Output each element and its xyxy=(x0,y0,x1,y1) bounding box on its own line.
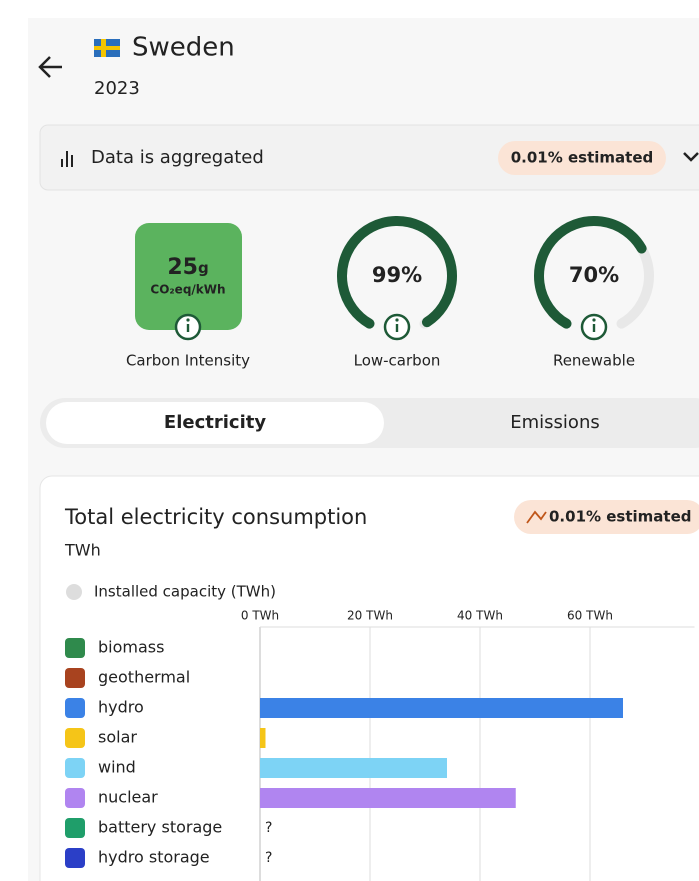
category-icon xyxy=(65,848,85,868)
category-label: battery storage xyxy=(98,818,222,837)
expand-chevron[interactable] xyxy=(683,152,699,162)
x-tick-label: 60 TWh xyxy=(567,609,613,623)
estimated-badge xyxy=(498,141,666,175)
category-label: hydro xyxy=(98,698,144,717)
value-label: ? xyxy=(265,820,272,836)
tab-electricity[interactable]: Electricity xyxy=(164,412,266,433)
x-tick-label: 40 TWh xyxy=(457,609,503,623)
category-icon xyxy=(65,818,85,838)
category-icon xyxy=(65,788,85,808)
back-button[interactable] xyxy=(38,56,62,78)
bar xyxy=(260,698,623,718)
category-icon xyxy=(65,638,85,658)
country: Sweden xyxy=(132,33,235,63)
estimated-text: 0.01% estimated xyxy=(511,149,654,167)
info-dot xyxy=(186,318,190,322)
bar xyxy=(260,788,516,808)
tab-active[interactable] xyxy=(46,402,384,444)
gauge-arc xyxy=(337,216,457,329)
ci-unit: g xyxy=(198,259,209,277)
gauge-caption: Renewable xyxy=(553,352,635,370)
ci-caption: Carbon Intensity xyxy=(126,352,250,370)
category-label: nuclear xyxy=(98,788,158,807)
panel-unit: TWh xyxy=(64,541,101,560)
x-tick-label: 20 TWh xyxy=(347,609,393,623)
gauge-label: 70% xyxy=(569,263,619,287)
carbon-intensity: 25g xyxy=(167,255,208,280)
category-label: biomass xyxy=(98,638,164,657)
category-label: hydro storage xyxy=(98,848,210,867)
carbon-intensity-box xyxy=(135,223,242,330)
bar xyxy=(260,728,266,748)
value-label: ? xyxy=(265,850,272,866)
category-icon xyxy=(65,728,85,748)
tab-emissions[interactable]: Emissions xyxy=(510,412,599,433)
category-icon xyxy=(65,668,85,688)
info-dot xyxy=(592,318,596,322)
gauge-arc xyxy=(534,216,647,329)
legend-dot[interactable] xyxy=(66,584,82,600)
ci-value: 25 xyxy=(167,255,198,280)
gauge-caption: Low-carbon xyxy=(354,352,441,370)
category-label: wind xyxy=(98,758,136,777)
aggregation-text: Data is aggregated xyxy=(91,147,264,168)
flag xyxy=(94,39,120,57)
category-label: solar xyxy=(98,728,137,747)
badge-icon xyxy=(526,510,547,524)
gauge-label: 99% xyxy=(372,263,422,287)
bar xyxy=(260,758,447,778)
panel-title: Total electricity consumption xyxy=(64,505,367,529)
info-glyph xyxy=(395,324,399,332)
x-tick-label: 0 TWh xyxy=(241,609,279,623)
info-dot xyxy=(395,318,399,322)
category-label: geothermal xyxy=(98,668,190,687)
panel-badge-text: 0.01% estimated xyxy=(549,508,692,526)
aggregation-icon xyxy=(61,151,73,167)
ci-subunit: CO₂eq/kWh xyxy=(150,283,225,297)
info-glyph xyxy=(186,324,190,332)
legend-label: Installed capacity (TWh) xyxy=(94,583,276,601)
category-icon xyxy=(65,698,85,718)
category-icon xyxy=(65,758,85,778)
panel-badge xyxy=(514,500,699,534)
info-glyph xyxy=(592,324,596,332)
year: 2023 xyxy=(94,78,140,99)
